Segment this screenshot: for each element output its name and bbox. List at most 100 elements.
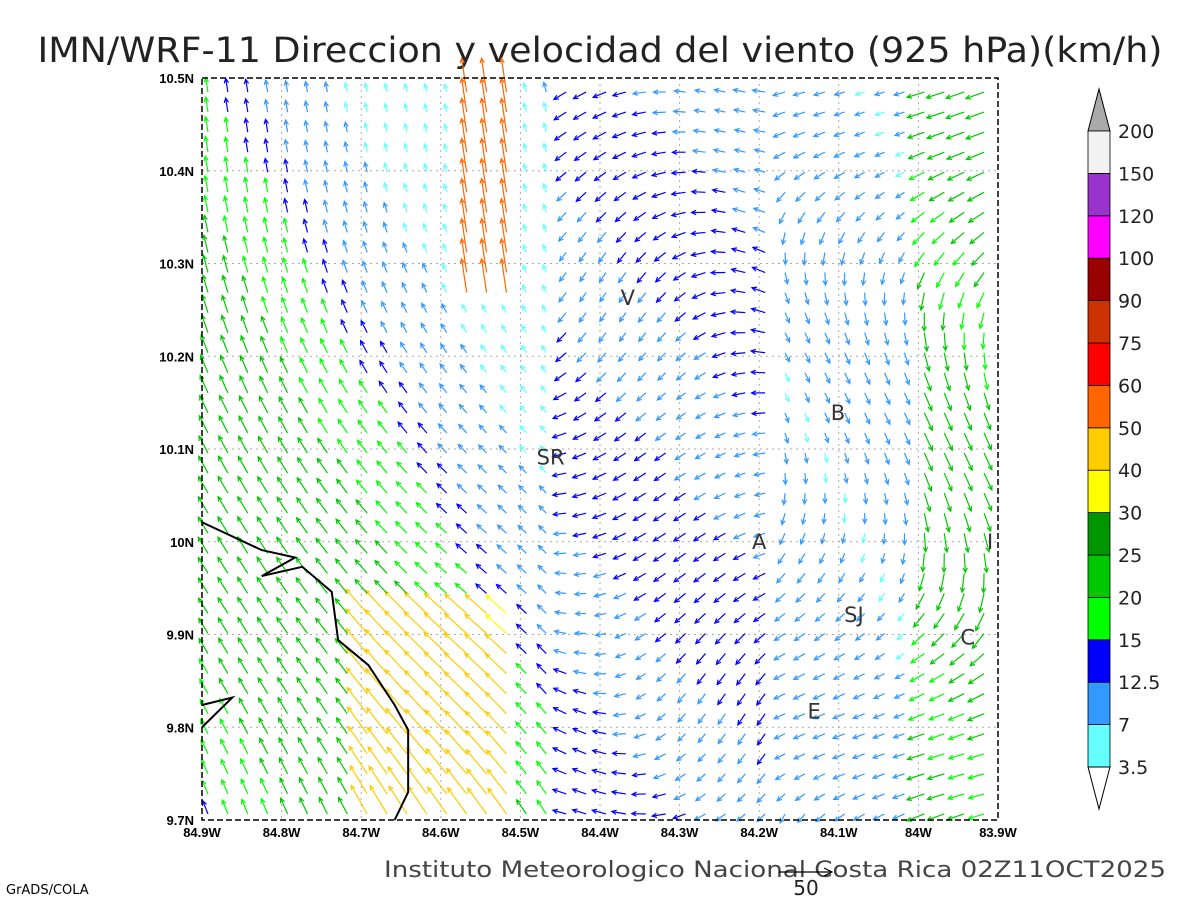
arrow-shaft bbox=[578, 252, 587, 263]
arrow-head bbox=[914, 261, 920, 268]
wind-arrow bbox=[243, 176, 249, 193]
wind-arrow bbox=[542, 81, 548, 93]
wind-arrow bbox=[464, 729, 488, 755]
wind-arrow bbox=[655, 733, 667, 741]
wind-arrow bbox=[296, 676, 308, 694]
wind-arrow bbox=[875, 211, 885, 221]
arrow-shaft bbox=[240, 335, 249, 353]
wind-arrow bbox=[202, 233, 209, 253]
arrow-head bbox=[347, 725, 354, 732]
arrow-shaft bbox=[793, 653, 806, 661]
y-tick-label: 10.5N bbox=[159, 71, 194, 86]
arrow-shaft bbox=[942, 312, 945, 330]
wind-arrow bbox=[801, 493, 808, 506]
wind-arrow bbox=[379, 340, 388, 354]
wind-arrow bbox=[484, 633, 507, 654]
footer-text: Instituto Meteorologico Nacional Costa R… bbox=[384, 858, 1166, 883]
place-label: I bbox=[987, 530, 993, 554]
arrow-head bbox=[733, 617, 740, 624]
wind-arrow bbox=[276, 676, 289, 694]
arrow-head bbox=[775, 196, 782, 203]
arrow-head bbox=[896, 634, 903, 641]
arrow-head bbox=[366, 726, 373, 733]
arrow-shaft bbox=[366, 707, 388, 735]
wind-arrow bbox=[859, 573, 866, 584]
arrow-shaft bbox=[523, 204, 527, 213]
wind-arrow bbox=[318, 796, 328, 815]
arrow-shaft bbox=[217, 617, 229, 634]
arrow-shaft bbox=[404, 591, 428, 614]
arrow-shaft bbox=[485, 692, 507, 715]
arrow-shaft bbox=[864, 332, 870, 345]
wind-arrow bbox=[522, 81, 528, 93]
arrow-shaft bbox=[946, 151, 965, 160]
wind-arrow bbox=[711, 167, 726, 174]
arrow-head bbox=[197, 515, 203, 523]
arrow-shaft bbox=[774, 632, 786, 641]
wind-arrow bbox=[737, 753, 746, 765]
arrow-head bbox=[343, 120, 349, 128]
colorbar-box bbox=[1087, 342, 1111, 386]
arrow-shaft bbox=[239, 375, 249, 394]
wind-arrow bbox=[946, 813, 965, 821]
arrow-shaft bbox=[675, 332, 686, 342]
wind-arrow bbox=[906, 753, 925, 761]
wind-arrow bbox=[348, 745, 368, 775]
arrow-shaft bbox=[632, 171, 647, 179]
arrow-head bbox=[296, 456, 303, 463]
arrow-shaft bbox=[711, 230, 726, 234]
wind-arrow bbox=[813, 171, 826, 180]
arrow-head bbox=[636, 277, 643, 284]
arrow-head bbox=[260, 335, 266, 342]
arrow-shaft bbox=[442, 263, 448, 273]
wind-arrow bbox=[217, 637, 229, 654]
wind-arrow bbox=[459, 157, 468, 193]
arrow-head bbox=[900, 299, 907, 306]
arrow-shaft bbox=[461, 178, 468, 213]
arrow-head bbox=[262, 236, 268, 243]
wind-arrow bbox=[656, 332, 667, 343]
arrow-shaft bbox=[467, 787, 488, 815]
arrow-head bbox=[399, 361, 405, 368]
arrow-shaft bbox=[443, 204, 448, 213]
wind-arrow bbox=[651, 793, 666, 799]
place-label: V bbox=[621, 286, 636, 310]
arrow-shaft bbox=[878, 252, 886, 264]
arrow-shaft bbox=[298, 777, 309, 795]
arrow-shaft bbox=[596, 211, 607, 223]
wind-arrow bbox=[223, 135, 229, 153]
arrow-head bbox=[219, 354, 225, 361]
wind-arrow bbox=[884, 432, 891, 446]
wind-arrow bbox=[516, 583, 527, 594]
arrow-head bbox=[542, 263, 548, 271]
colorbar-level-label: 50 bbox=[1118, 418, 1142, 440]
wind-arrow bbox=[336, 756, 348, 775]
arrow-shaft bbox=[220, 759, 229, 775]
wind-arrow bbox=[635, 252, 647, 264]
wind-arrow bbox=[942, 332, 948, 352]
arrow-shaft bbox=[552, 768, 567, 775]
wind-arrow bbox=[959, 312, 965, 331]
wind-arrow bbox=[335, 478, 348, 494]
arrow-head bbox=[240, 757, 246, 764]
arrow-head bbox=[336, 458, 342, 465]
arrow-shaft bbox=[947, 793, 965, 800]
arrow-shaft bbox=[737, 713, 746, 726]
arrow-head bbox=[905, 795, 913, 801]
arrow-shaft bbox=[691, 271, 706, 278]
arrow-shaft bbox=[966, 151, 985, 160]
arrow-head bbox=[919, 305, 925, 312]
arrow-head bbox=[752, 128, 759, 134]
arrow-head bbox=[400, 321, 406, 328]
wind-arrow bbox=[925, 111, 945, 120]
arrow-head bbox=[610, 809, 617, 815]
arrow-head bbox=[978, 323, 984, 330]
arrow-head bbox=[263, 137, 269, 144]
wind-arrow bbox=[655, 292, 667, 304]
arrow-shaft bbox=[965, 131, 985, 140]
wind-arrow bbox=[983, 553, 989, 574]
wind-arrow bbox=[737, 733, 746, 746]
wind-arrow bbox=[591, 91, 607, 99]
wind-arrow bbox=[632, 572, 647, 581]
arrow-shaft bbox=[239, 718, 249, 735]
